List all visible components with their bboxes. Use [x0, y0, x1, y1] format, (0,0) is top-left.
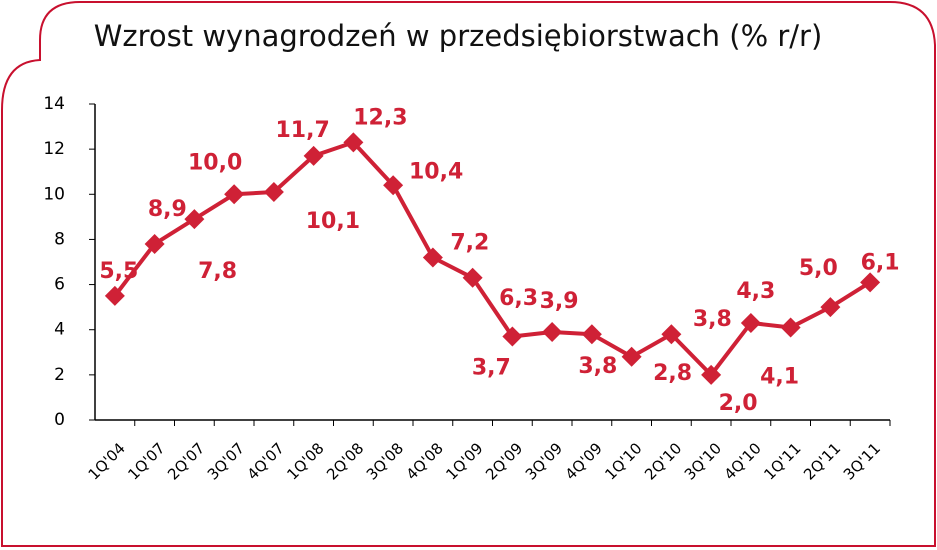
point — [542, 321, 563, 342]
y-tick-label: 0 — [54, 410, 65, 430]
point — [303, 145, 324, 166]
data-label: 7,2 — [450, 230, 489, 255]
x-tick-label: 1Q'08 — [283, 439, 327, 483]
x-tick-label: 3Q'09 — [522, 439, 566, 483]
y-tick-label: 6 — [54, 275, 65, 295]
x-tick-label: 4Q'09 — [562, 439, 606, 483]
data-label: 8,9 — [148, 197, 187, 222]
x-tick-label: 3Q'11 — [840, 439, 884, 483]
chart-title: Wzrost wynagrodzeń w przedsiębiorstwach … — [94, 19, 823, 53]
point — [820, 297, 841, 318]
data-label: 5,0 — [799, 256, 838, 281]
x-tick-label: 3Q'08 — [363, 439, 407, 483]
x-tick-label: 2Q'08 — [323, 439, 367, 483]
point — [701, 364, 722, 385]
data-label: 2,0 — [719, 391, 758, 416]
x-tick-label: 1Q'11 — [760, 439, 804, 483]
point — [621, 346, 642, 367]
x-tick-label: 3Q'10 — [681, 439, 725, 483]
data-label: 4,1 — [760, 364, 799, 389]
data-label: 3,8 — [693, 307, 732, 332]
x-tick-label: 3Q'07 — [204, 439, 248, 483]
data-label: 4,3 — [736, 279, 775, 304]
data-label: 10,4 — [409, 159, 463, 184]
point — [144, 233, 165, 254]
point — [860, 272, 881, 293]
x-tick-label: 4Q'10 — [721, 439, 765, 483]
x-tick-label: 2Q'07 — [164, 439, 208, 483]
x-tick-label: 1Q'04 — [85, 439, 129, 483]
point — [383, 175, 404, 196]
data-label: 7,8 — [198, 259, 237, 284]
data-label: 10,1 — [306, 209, 360, 234]
data-label: 3,7 — [472, 355, 511, 380]
point — [263, 182, 284, 203]
point — [224, 184, 245, 205]
data-label: 2,8 — [653, 361, 692, 386]
data-label: 6,1 — [861, 250, 900, 275]
y-tick-label: 10 — [43, 184, 65, 204]
point — [661, 324, 682, 345]
data-label: 10,0 — [188, 150, 242, 175]
x-tick-label: 4Q'07 — [244, 439, 288, 483]
point — [104, 285, 125, 306]
data-label: 3,9 — [540, 289, 579, 314]
y-tick-label: 8 — [54, 229, 65, 249]
y-tick-label: 14 — [43, 94, 65, 114]
data-label: 6,3 — [499, 286, 538, 311]
point — [740, 312, 761, 333]
x-tick-label: 2Q'09 — [482, 439, 526, 483]
point — [184, 209, 205, 230]
data-label: 12,3 — [353, 105, 407, 130]
point — [422, 247, 443, 268]
data-label: 3,8 — [578, 354, 617, 379]
x-tick-label: 1Q'07 — [124, 439, 168, 483]
y-tick-label: 4 — [54, 320, 65, 340]
point — [462, 267, 483, 288]
x-tick-label: 2Q'10 — [641, 439, 685, 483]
x-tick-label: 2Q'11 — [800, 439, 844, 483]
point — [343, 132, 364, 153]
point — [780, 317, 801, 338]
point — [581, 324, 602, 345]
x-tick-label: 4Q'08 — [403, 439, 447, 483]
y-tick-label: 2 — [54, 365, 65, 385]
x-tick-label: 1Q'10 — [601, 439, 645, 483]
x-tick-label: 1Q'09 — [442, 439, 486, 483]
y-tick-label: 12 — [43, 139, 65, 159]
data-label: 11,7 — [275, 118, 329, 143]
point — [502, 326, 523, 347]
data-label: 5,5 — [99, 259, 138, 284]
